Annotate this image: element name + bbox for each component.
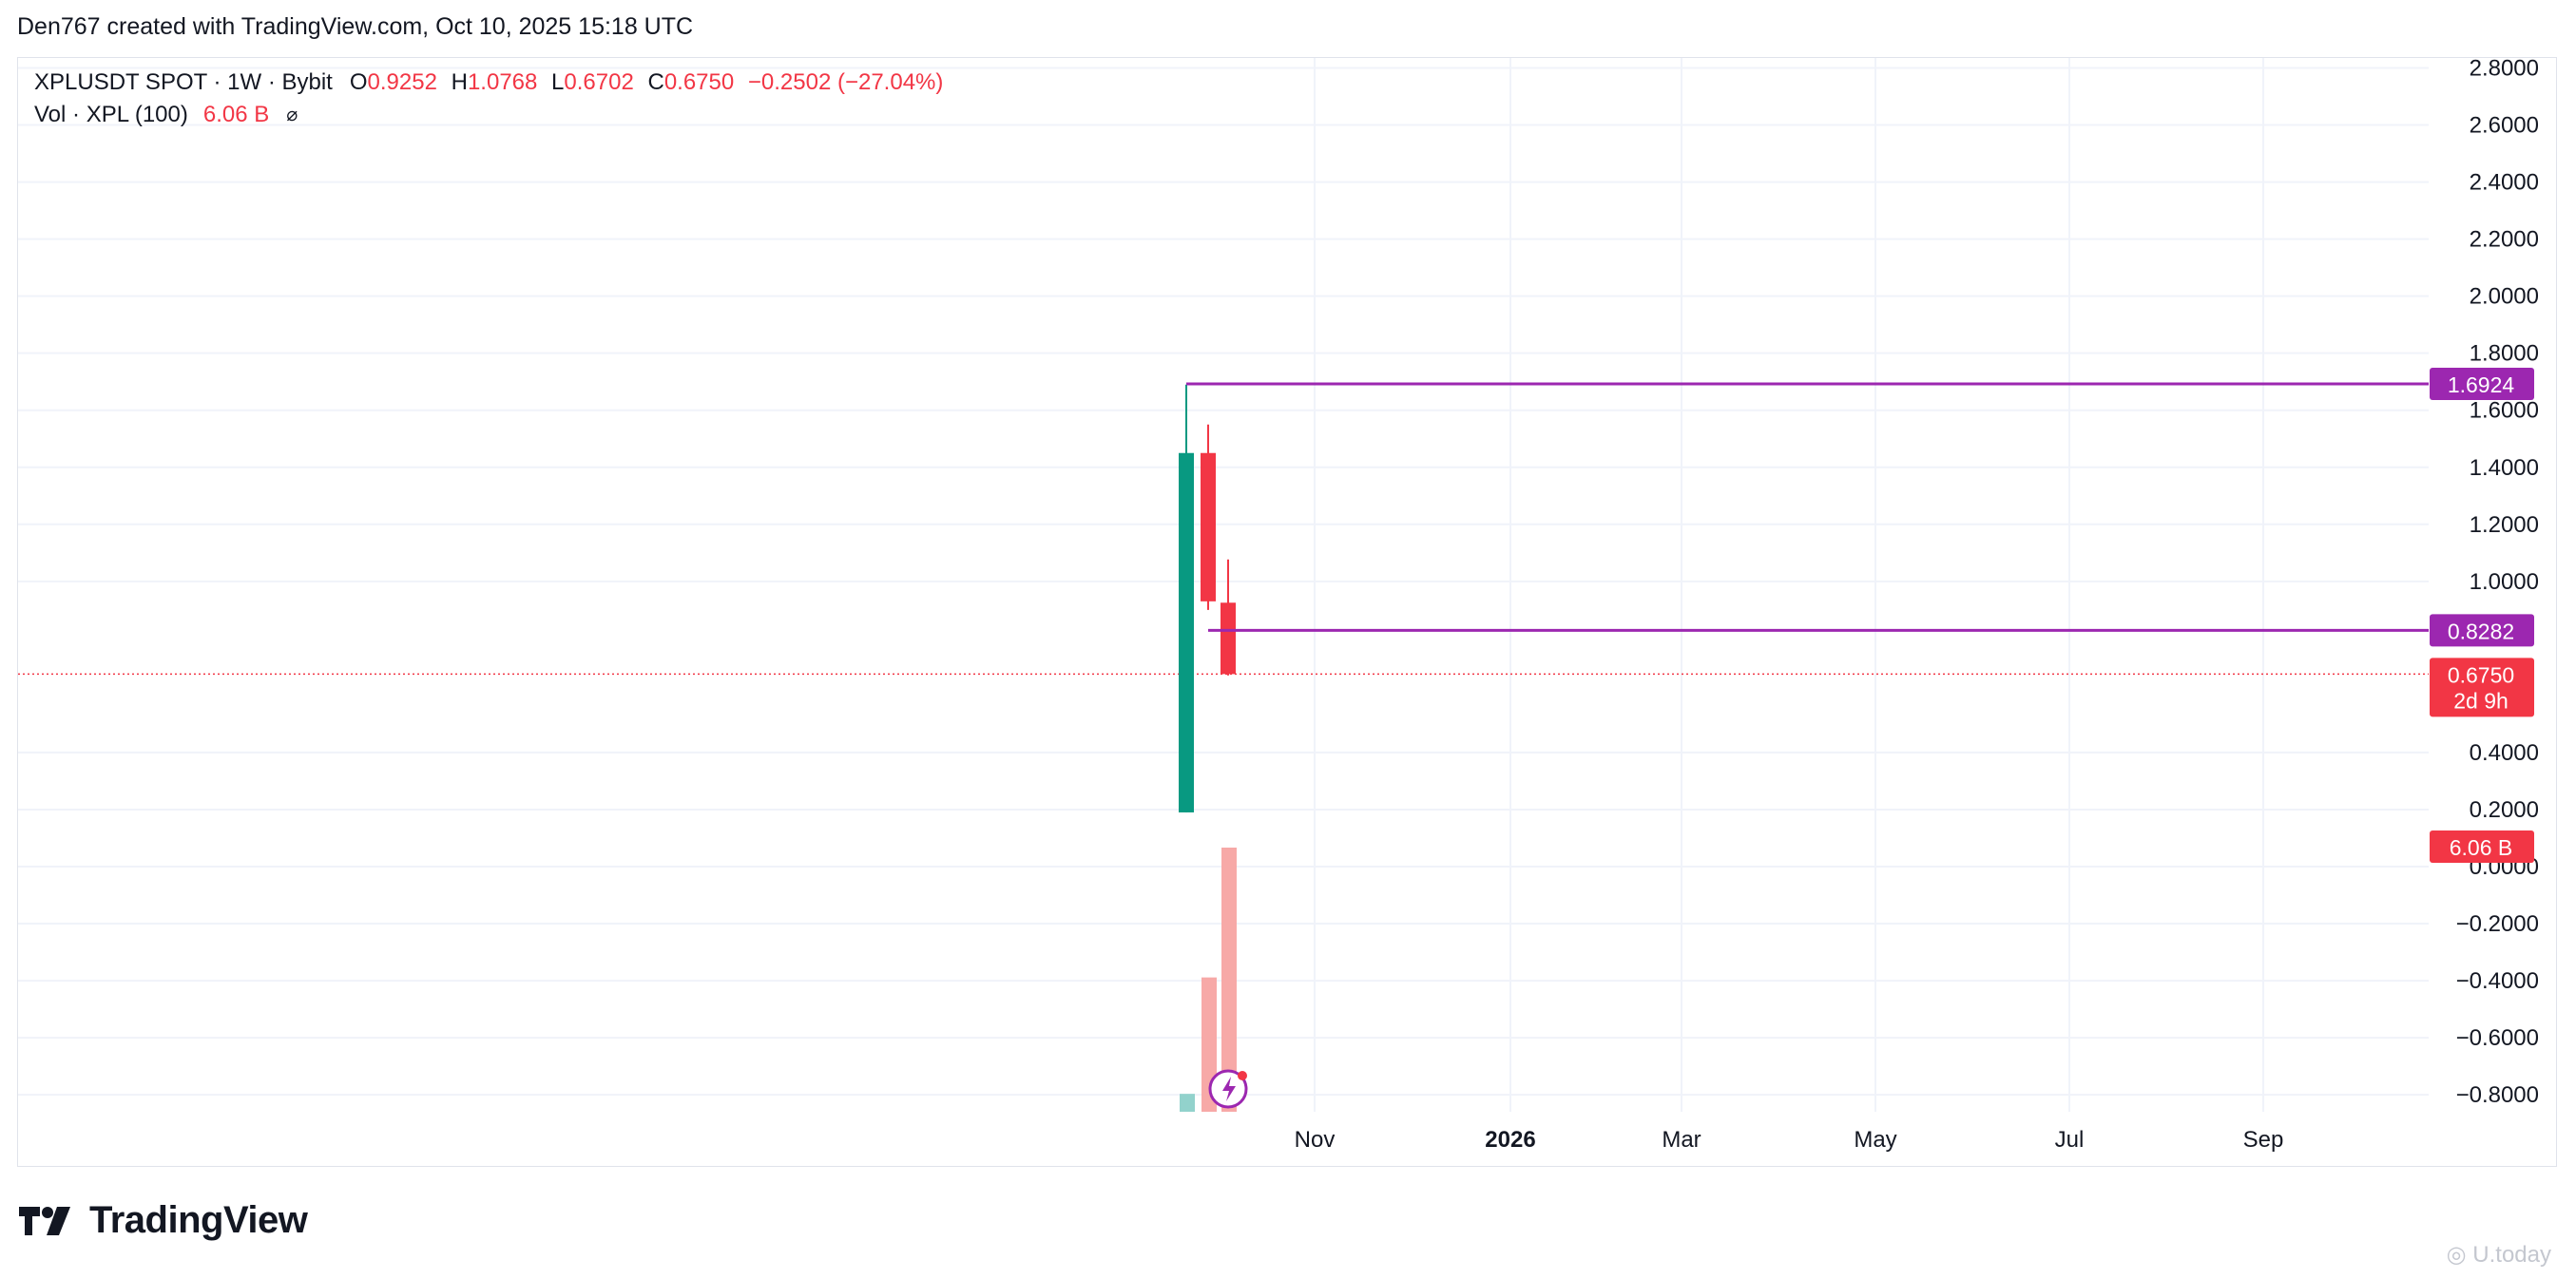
- last-price-value: 0.6750: [2448, 662, 2514, 687]
- candle-body[interactable]: [1179, 452, 1194, 812]
- change-value: −0.2502 (−27.04%): [747, 69, 944, 95]
- chart-legend: XPLUSDT SPOT · 1W · Bybit O0.9252 H1.076…: [34, 67, 943, 131]
- lower-line-tag: 0.8282: [2430, 614, 2534, 647]
- chart-frame: [17, 57, 2557, 1167]
- volume-tag: 6.06 B: [2430, 830, 2534, 863]
- y-tick-label: 2.6000: [2470, 113, 2539, 139]
- x-tick-label: Jul: [2055, 1127, 2085, 1153]
- x-tick-label: Sep: [2243, 1127, 2284, 1153]
- y-tick-label: 2.8000: [2470, 56, 2539, 82]
- volume-tag-bg: [2430, 830, 2534, 863]
- chart-credit: Den767 created with TradingView.com, Oct…: [17, 13, 694, 40]
- y-tick-label: −0.4000: [2456, 968, 2539, 994]
- upper-line-price: 1.6924: [2448, 372, 2515, 397]
- x-tick-label: Nov: [1295, 1127, 1336, 1153]
- open-label: O: [349, 69, 368, 95]
- volume-bar[interactable]: [1221, 848, 1237, 1112]
- high-value: 1.0768: [467, 69, 538, 95]
- close-label: C: [647, 69, 664, 95]
- open-value: 0.9252: [367, 69, 437, 95]
- x-tick-label: Mar: [1662, 1127, 1701, 1153]
- x-tick-label: 2026: [1485, 1127, 1535, 1153]
- y-tick-label: 1.8000: [2470, 341, 2539, 367]
- y-tick-label: 1.6000: [2470, 398, 2539, 424]
- high-label: H: [451, 69, 468, 95]
- event-dot: [1238, 1071, 1247, 1080]
- last-price-tag-bg: [2430, 658, 2534, 717]
- candle-body[interactable]: [1221, 602, 1236, 675]
- tradingview-wordmark: TradingView: [89, 1199, 308, 1241]
- y-tick-label: −0.8000: [2456, 1082, 2539, 1108]
- y-tick-label: 1.0000: [2470, 569, 2539, 595]
- symbol-label[interactable]: XPLUSDT SPOT · 1W · Bybit: [34, 69, 333, 95]
- candle-body[interactable]: [1201, 452, 1216, 601]
- y-tick-label: −0.6000: [2456, 1025, 2539, 1051]
- ohlc-row: XPLUSDT SPOT · 1W · Bybit O0.9252 H1.076…: [34, 67, 943, 99]
- lower-line-tag-bg: [2430, 614, 2534, 647]
- lower-line-price: 0.8282: [2448, 619, 2514, 643]
- y-tick-label: 1.4000: [2470, 455, 2539, 481]
- volume-bar[interactable]: [1180, 1094, 1195, 1112]
- y-tick-label: 2.0000: [2470, 284, 2539, 310]
- bar-countdown: 2d 9h: [2453, 688, 2509, 713]
- y-tick-label: 2.2000: [2470, 227, 2539, 253]
- volume-label[interactable]: Vol · XPL (100): [34, 102, 188, 127]
- upper-line-tag: 1.6924: [2430, 367, 2534, 400]
- low-value: 0.6702: [564, 69, 634, 95]
- volume-value: 6.06 B: [202, 102, 270, 127]
- low-label: L: [551, 69, 565, 95]
- lightning-icon: [1222, 1077, 1236, 1101]
- close-value: 0.6750: [663, 69, 735, 95]
- y-tick-label: 0.4000: [2470, 740, 2539, 766]
- tradingview-logo[interactable]: TradingView: [19, 1199, 308, 1242]
- u-today-watermark: ◎ U.today: [2446, 1242, 2551, 1268]
- volume-tag-value: 6.06 B: [2450, 835, 2513, 860]
- eye-off-icon[interactable]: ⌀: [286, 105, 298, 125]
- upper-line-tag-bg: [2430, 367, 2534, 400]
- y-tick-label: 2.4000: [2470, 170, 2539, 196]
- volume-row: Vol · XPL (100) 6.06 B ⌀: [34, 99, 943, 131]
- tradingview-logo-icon: [19, 1206, 70, 1235]
- y-tick-label: 0.2000: [2470, 797, 2539, 823]
- y-tick-label: −0.2000: [2456, 911, 2539, 937]
- y-tick-label: 1.2000: [2470, 512, 2539, 538]
- x-tick-label: May: [1854, 1127, 1896, 1153]
